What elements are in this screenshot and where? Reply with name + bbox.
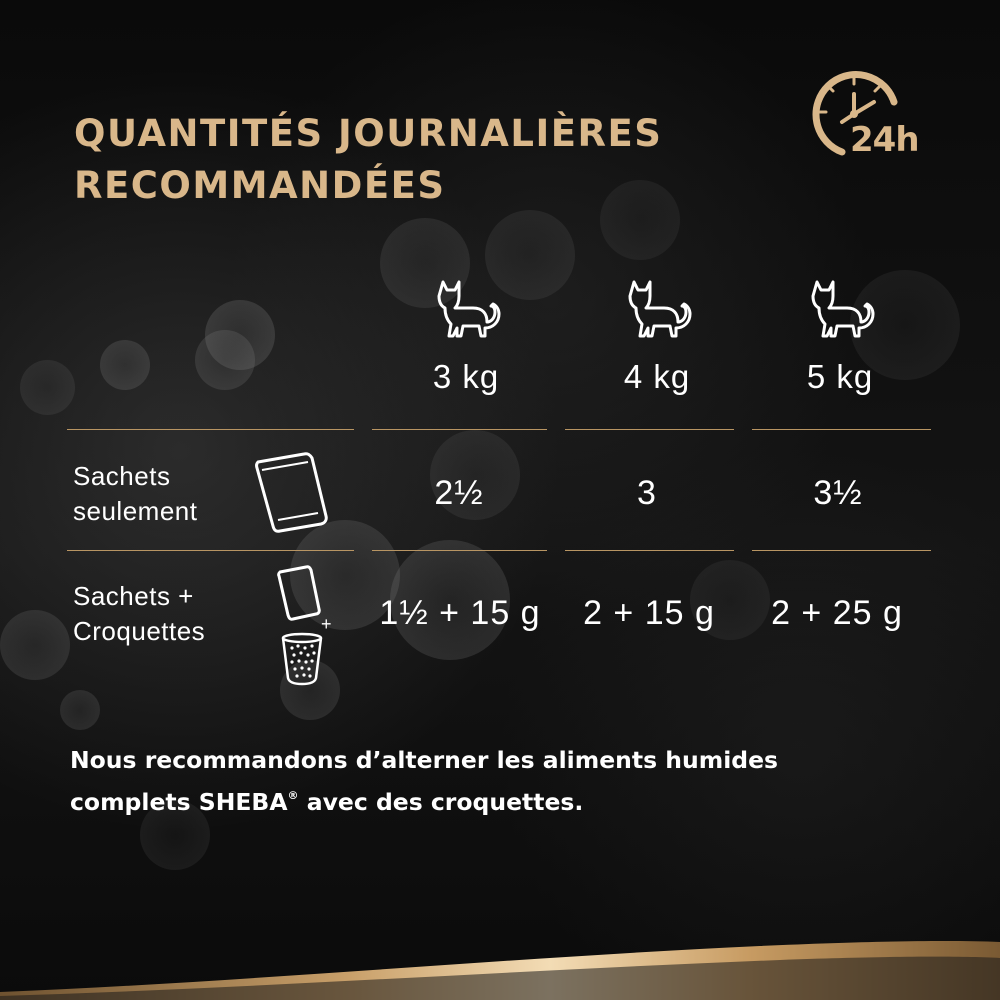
page-title: QUANTITÉS JOURNALIÈRES RECOMMANDÉES [74, 108, 662, 212]
table-divider [67, 550, 354, 551]
table-divider [372, 550, 547, 551]
cell-mix-5kg: 2 + 25 g [771, 594, 903, 632]
row-label-line2: seulement [73, 496, 198, 526]
cell-mix-3kg: 1½ + 15 g [379, 594, 541, 632]
weight-label: 4 kg [623, 358, 691, 395]
clock-24h-label: 24h [850, 120, 920, 160]
cat-icon [437, 280, 501, 338]
table-divider [752, 550, 931, 551]
recommendation-note: Nous recommandons d’alterner les aliment… [70, 742, 778, 820]
cat-icon [811, 280, 875, 338]
small-pouch-icon [277, 565, 321, 621]
weight-label: 5 kg [806, 358, 874, 395]
page-title-line1: QUANTITÉS JOURNALIÈRES [74, 112, 663, 155]
row-label-sachets-croquettes: Sachets + Croquettes [73, 579, 205, 649]
cat-icon [628, 280, 692, 338]
cell-sachets-5kg: 3½ [813, 474, 863, 512]
pouch-icon [255, 452, 328, 533]
note-line2-end: avec des croquettes. [298, 788, 584, 816]
page-title-line2: RECOMMANDÉES [74, 164, 446, 207]
table-divider [565, 429, 734, 430]
cell-mix-4kg: 2 + 15 g [583, 594, 715, 632]
cell-sachets-4kg: 3 [637, 474, 657, 512]
registered-mark: ® [287, 789, 299, 802]
table-divider [565, 550, 734, 551]
column-5kg: 5 kg [750, 280, 930, 396]
table-divider [752, 429, 931, 430]
note-line2: complets SHEBA® avec des croquettes. [70, 778, 778, 820]
clock-24h-icon: 24h [802, 64, 932, 168]
kibble-bowl-icon [281, 632, 323, 686]
row-label-sachets: Sachets seulement [73, 459, 197, 529]
row-label-line1: Sachets [73, 461, 171, 491]
note-line1: Nous recommandons d’alterner les aliment… [70, 746, 779, 774]
table-divider [372, 429, 547, 430]
cell-sachets-3kg: 2½ [434, 474, 484, 512]
table-divider [67, 429, 354, 430]
plus-sign: + [321, 614, 332, 634]
gold-wave-decoration [0, 941, 1000, 1000]
row-label-line1: Sachets + [73, 581, 194, 611]
column-4kg: 4 kg [567, 280, 747, 396]
row-label-line2: Croquettes [73, 616, 206, 646]
column-3kg: 3 kg [376, 280, 556, 396]
weight-label: 3 kg [432, 358, 500, 395]
note-line2-start: complets SHEBA [70, 788, 288, 816]
pouch-plus-bowl-icon: + [272, 562, 342, 686]
